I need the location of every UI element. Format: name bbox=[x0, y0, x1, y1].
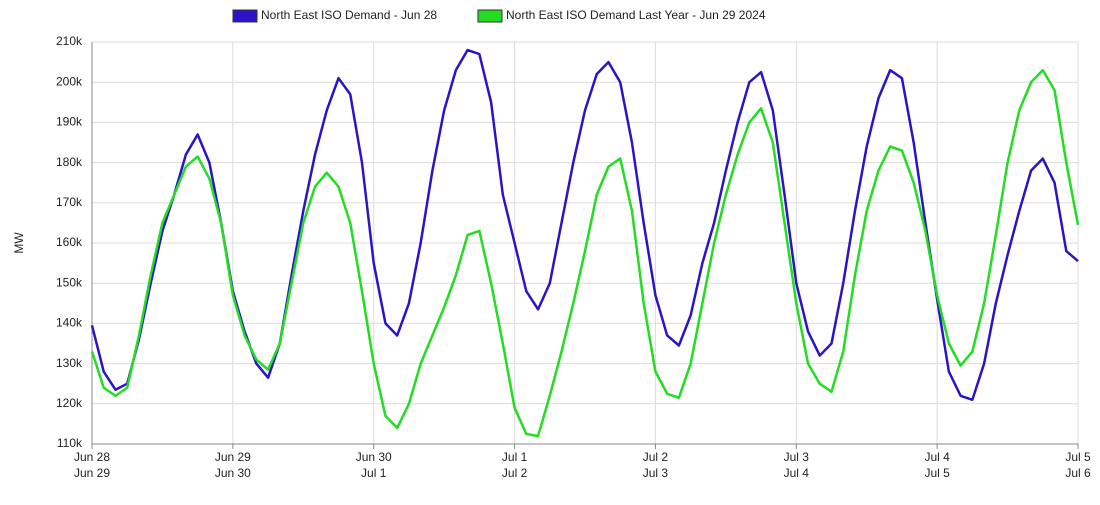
x-tick-label-last-year: Jul 1 bbox=[361, 466, 387, 480]
x-tick-label: Jun 28 bbox=[74, 450, 110, 464]
series-line bbox=[90, 48, 1079, 402]
x-tick-label-last-year: Jul 2 bbox=[502, 466, 528, 480]
y-tick-label: 210k bbox=[56, 34, 83, 48]
x-tick-label: Jul 1 bbox=[502, 450, 528, 464]
x-tick-label: Jul 5 bbox=[1065, 450, 1091, 464]
y-tick-label: 180k bbox=[56, 155, 83, 169]
y-tick-label: 160k bbox=[56, 235, 83, 249]
x-tick-label: Jul 2 bbox=[643, 450, 669, 464]
y-tick-label: 140k bbox=[56, 316, 83, 330]
legend-swatch bbox=[477, 9, 503, 23]
x-tick-label: Jun 30 bbox=[356, 450, 392, 464]
legend-swatch bbox=[232, 9, 258, 23]
y-axis-label: MW bbox=[12, 232, 26, 254]
legend-label: North East ISO Demand Last Year - Jun 29… bbox=[506, 8, 766, 22]
x-tick-label-last-year: Jul 4 bbox=[784, 466, 810, 480]
y-tick-label: 170k bbox=[56, 195, 83, 209]
y-tick-label: 190k bbox=[56, 115, 83, 129]
x-tick-label-last-year: Jul 5 bbox=[924, 466, 950, 480]
x-tick-label: Jul 3 bbox=[784, 450, 810, 464]
series-line bbox=[90, 68, 1080, 438]
x-tick-label: Jul 4 bbox=[924, 450, 950, 464]
y-tick-label: 200k bbox=[56, 74, 83, 88]
legend-label: North East ISO Demand - Jun 28 bbox=[261, 8, 437, 22]
y-tick-label: 130k bbox=[56, 356, 83, 370]
x-tick-label-last-year: Jun 30 bbox=[215, 466, 251, 480]
x-tick-label-last-year: Jul 6 bbox=[1065, 466, 1091, 480]
y-tick-label: 150k bbox=[56, 275, 83, 289]
x-tick-label: Jun 29 bbox=[215, 450, 251, 464]
x-tick-label-last-year: Jul 3 bbox=[643, 466, 669, 480]
x-tick-label-last-year: Jun 29 bbox=[74, 466, 110, 480]
y-tick-label: 110k bbox=[57, 436, 83, 450]
y-tick-label: 120k bbox=[56, 396, 83, 410]
